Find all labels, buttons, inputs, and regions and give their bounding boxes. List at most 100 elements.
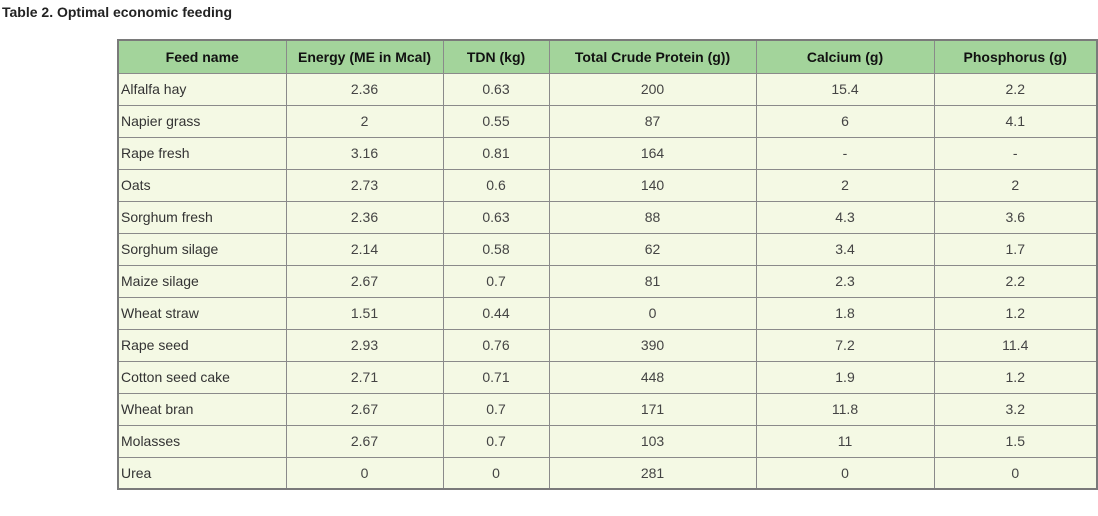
energy-cell: 2.36 xyxy=(285,200,444,234)
calcium-cell: 2.3 xyxy=(755,264,935,298)
table-row: Cotton seed cake 2.71 0.71 448 1.9 1.2 xyxy=(117,360,1098,394)
energy-cell: 2.36 xyxy=(285,72,444,106)
feed-table: Feed name Energy (ME in Mcal) TDN (kg) T… xyxy=(117,39,1098,490)
table-row: Sorghum silage 2.14 0.58 62 3.4 1.7 xyxy=(117,232,1098,266)
crude-protein-cell: 448 xyxy=(548,360,757,394)
table-row: Urea 0 0 281 0 0 xyxy=(117,456,1098,490)
energy-cell: 2.71 xyxy=(285,360,444,394)
calcium-cell: 6 xyxy=(755,104,935,138)
table-row: Maize silage 2.67 0.7 81 2.3 2.2 xyxy=(117,264,1098,298)
tdn-cell: 0.44 xyxy=(442,296,550,330)
crude-protein-cell: 0 xyxy=(548,296,757,330)
table-row: Napier grass 2 0.55 87 6 4.1 xyxy=(117,104,1098,138)
energy-cell: 2.14 xyxy=(285,232,444,266)
table-row: Sorghum fresh 2.36 0.63 88 4.3 3.6 xyxy=(117,200,1098,234)
phosphorus-cell: 2 xyxy=(933,168,1098,202)
tdn-cell: 0.63 xyxy=(442,72,550,106)
header-energy: Energy (ME in Mcal) xyxy=(285,39,444,74)
tdn-cell: 0.63 xyxy=(442,200,550,234)
feed-name-cell: Napier grass xyxy=(117,104,287,138)
phosphorus-cell: 4.1 xyxy=(933,104,1098,138)
table-row: Molasses 2.67 0.7 103 11 1.5 xyxy=(117,424,1098,458)
crude-protein-cell: 140 xyxy=(548,168,757,202)
energy-cell: 3.16 xyxy=(285,136,444,170)
tdn-cell: 0.58 xyxy=(442,232,550,266)
table-body: Alfalfa hay 2.36 0.63 200 15.4 2.2 Napier gras… xyxy=(117,72,1098,490)
calcium-cell: 3.4 xyxy=(755,232,935,266)
phosphorus-cell: 1.2 xyxy=(933,360,1098,394)
calcium-cell: 1.8 xyxy=(755,296,935,330)
energy-cell: 2.67 xyxy=(285,424,444,458)
energy-cell: 2 xyxy=(285,104,444,138)
energy-cell: 2.67 xyxy=(285,392,444,426)
phosphorus-cell: 11.4 xyxy=(933,328,1098,362)
calcium-cell: 11 xyxy=(755,424,935,458)
calcium-cell: - xyxy=(755,136,935,170)
header-crude-protein: Total Crude Protein (g)) xyxy=(548,39,757,74)
phosphorus-cell: - xyxy=(933,136,1098,170)
tdn-cell: 0.7 xyxy=(442,264,550,298)
energy-cell: 0 xyxy=(285,456,444,490)
calcium-cell: 15.4 xyxy=(755,72,935,106)
feed-name-cell: Wheat straw xyxy=(117,296,287,330)
table-row: Oats 2.73 0.6 140 2 2 xyxy=(117,168,1098,202)
phosphorus-cell: 1.7 xyxy=(933,232,1098,266)
header-calcium: Calcium (g) xyxy=(755,39,935,74)
phosphorus-cell: 0 xyxy=(933,456,1098,490)
tdn-cell: 0.76 xyxy=(442,328,550,362)
energy-cell: 2.67 xyxy=(285,264,444,298)
tdn-cell: 0.55 xyxy=(442,104,550,138)
phosphorus-cell: 3.6 xyxy=(933,200,1098,234)
feed-name-cell: Alfalfa hay xyxy=(117,72,287,106)
feed-name-cell: Sorghum fresh xyxy=(117,200,287,234)
crude-protein-cell: 62 xyxy=(548,232,757,266)
energy-cell: 2.93 xyxy=(285,328,444,362)
crude-protein-cell: 103 xyxy=(548,424,757,458)
tdn-cell: 0.81 xyxy=(442,136,550,170)
table-row: Wheat straw 1.51 0.44 0 1.8 1.2 xyxy=(117,296,1098,330)
phosphorus-cell: 2.2 xyxy=(933,72,1098,106)
calcium-cell: 4.3 xyxy=(755,200,935,234)
header-tdn: TDN (kg) xyxy=(442,39,550,74)
tdn-cell: 0.71 xyxy=(442,360,550,394)
crude-protein-cell: 390 xyxy=(548,328,757,362)
feed-name-cell: Maize silage xyxy=(117,264,287,298)
tdn-cell: 0.7 xyxy=(442,392,550,426)
feed-name-cell: Sorghum silage xyxy=(117,232,287,266)
tdn-cell: 0.6 xyxy=(442,168,550,202)
phosphorus-cell: 3.2 xyxy=(933,392,1098,426)
phosphorus-cell: 1.5 xyxy=(933,424,1098,458)
tdn-cell: 0 xyxy=(442,456,550,490)
header-phosphorus: Phosphorus (g) xyxy=(933,39,1098,74)
calcium-cell: 7.2 xyxy=(755,328,935,362)
table-caption: Table 2. Optimal economic feeding xyxy=(2,4,233,20)
header-row: Feed name Energy (ME in Mcal) TDN (kg) T… xyxy=(117,39,1098,74)
energy-cell: 1.51 xyxy=(285,296,444,330)
feed-name-cell: Rape fresh xyxy=(117,136,287,170)
crude-protein-cell: 200 xyxy=(548,72,757,106)
energy-cell: 2.73 xyxy=(285,168,444,202)
crude-protein-cell: 281 xyxy=(548,456,757,490)
calcium-cell: 1.9 xyxy=(755,360,935,394)
calcium-cell: 2 xyxy=(755,168,935,202)
calcium-cell: 0 xyxy=(755,456,935,490)
crude-protein-cell: 88 xyxy=(548,200,757,234)
crude-protein-cell: 164 xyxy=(548,136,757,170)
feed-name-cell: Urea xyxy=(117,456,287,490)
table-row: Alfalfa hay 2.36 0.63 200 15.4 2.2 xyxy=(117,72,1098,106)
calcium-cell: 11.8 xyxy=(755,392,935,426)
tdn-cell: 0.7 xyxy=(442,424,550,458)
feed-name-cell: Molasses xyxy=(117,424,287,458)
table-row: Rape seed 2.93 0.76 390 7.2 11.4 xyxy=(117,328,1098,362)
crude-protein-cell: 81 xyxy=(548,264,757,298)
header-feed-name: Feed name xyxy=(117,39,287,74)
phosphorus-cell: 2.2 xyxy=(933,264,1098,298)
crude-protein-cell: 171 xyxy=(548,392,757,426)
table-row: Wheat bran 2.67 0.7 171 11.8 3.2 xyxy=(117,392,1098,426)
phosphorus-cell: 1.2 xyxy=(933,296,1098,330)
feed-name-cell: Wheat bran xyxy=(117,392,287,426)
table-row: Rape fresh 3.16 0.81 164- - xyxy=(117,136,1098,170)
crude-protein-cell: 87 xyxy=(548,104,757,138)
feed-name-cell: Cotton seed cake xyxy=(117,360,287,394)
feed-name-cell: Rape seed xyxy=(117,328,287,362)
